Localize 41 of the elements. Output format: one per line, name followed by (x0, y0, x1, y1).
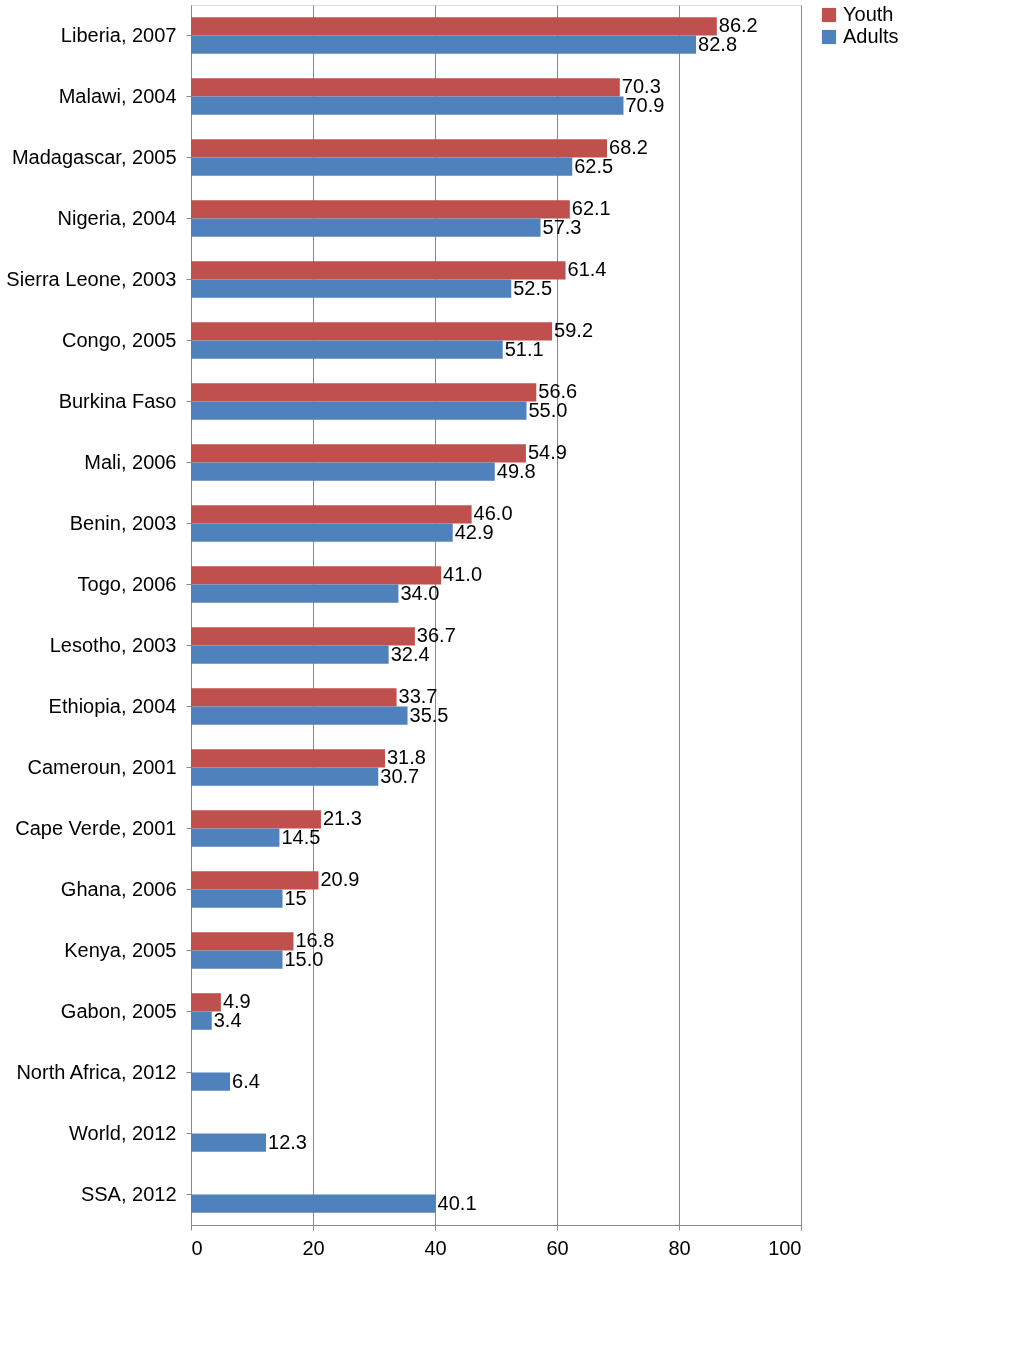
y-tick-label: Malawi, 2004 (58, 84, 177, 107)
data-label: 61.4 (567, 258, 607, 281)
y-tick-label: Congo, 2005 (61, 328, 177, 351)
y-tick-label: Gabon, 2005 (60, 999, 177, 1022)
x-tick-label: 60 (546, 1236, 569, 1259)
data-label: 41.0 (443, 563, 483, 586)
x-tick-label: 40 (424, 1236, 447, 1259)
y-tick-label: Nigeria, 2004 (57, 206, 177, 229)
y-tick-label: Cape Verde, 2001 (15, 816, 177, 839)
y-tick-label: Lesotho, 2003 (49, 633, 177, 656)
data-label: 15 (284, 886, 307, 909)
y-tick-label: SSA, 2012 (80, 1182, 177, 1205)
data-label: 52.5 (513, 276, 553, 299)
y-tick-label: Mali, 2006 (84, 450, 177, 473)
y-tick-label: Kenya, 2005 (64, 938, 177, 961)
legend-label: Adults (843, 25, 899, 47)
y-tick-label: Ethiopia, 2004 (48, 694, 177, 717)
y-tick-label: Togo, 2006 (77, 572, 177, 595)
y-tick-label: Burkina Faso (58, 389, 177, 412)
y-tick-label: Madagascar, 2005 (11, 145, 177, 168)
data-label: 6.4 (232, 1069, 260, 1092)
x-tick-label: 20 (302, 1236, 325, 1259)
data-label: 40.1 (437, 1191, 477, 1214)
y-tick-label: Benin, 2003 (69, 511, 177, 534)
legend-label: Youth (843, 3, 894, 25)
x-tick-label: 100 (768, 1236, 802, 1259)
data-label: 12.3 (268, 1130, 307, 1153)
data-label: 20.9 (320, 868, 360, 891)
y-tick-label: Ghana, 2006 (60, 877, 177, 900)
data-label: 34.0 (400, 581, 440, 604)
y-tick-label: North Africa, 2012 (16, 1060, 177, 1083)
y-tick-label: World, 2012 (69, 1121, 177, 1144)
y-tick-label: Sierra Leone, 2003 (6, 267, 177, 290)
x-tick-label: 0 (191, 1236, 203, 1259)
x-tick-label: 80 (668, 1236, 691, 1259)
data-label: 59.2 (554, 319, 594, 342)
y-tick-label: Liberia, 2007 (60, 23, 177, 46)
data-label: 21.3 (322, 807, 362, 830)
data-label: 14.5 (281, 825, 321, 848)
y-tick-label: Cameroun, 2001 (27, 755, 177, 778)
data-label: 51.1 (504, 337, 544, 360)
